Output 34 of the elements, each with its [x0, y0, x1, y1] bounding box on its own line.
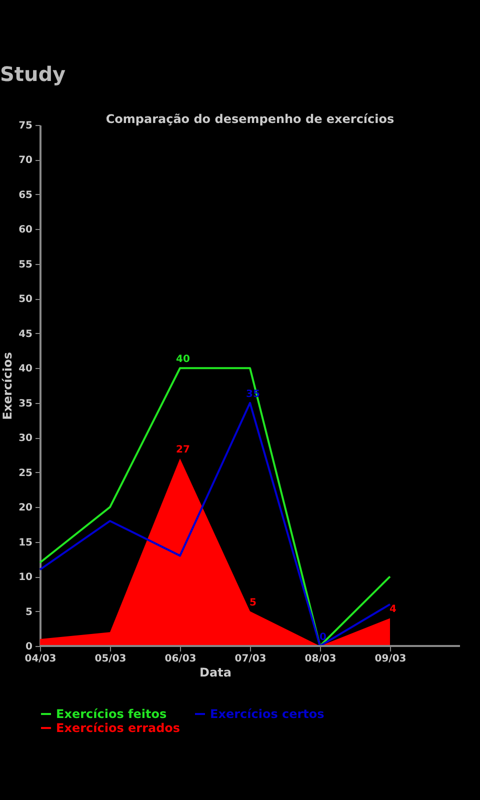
- y-tick-label: 50: [18, 294, 33, 306]
- y-tick-label: 5: [26, 606, 33, 618]
- y-tick-label: 55: [18, 259, 33, 270]
- data-label: 40: [176, 354, 190, 366]
- y-tick-label: 20: [18, 502, 33, 514]
- x-tick-label: 07/03: [234, 654, 266, 664]
- data-label: 27: [176, 444, 190, 456]
- x-tick-label: 08/03: [304, 654, 336, 664]
- y-tick-label: 60: [18, 224, 33, 236]
- x-tick-label: 04/03: [24, 654, 56, 664]
- x-tick-label: 09/03: [374, 654, 406, 664]
- y-tick-label: 10: [18, 572, 33, 584]
- chart-title: Comparação do desempenho de exercícios: [106, 112, 394, 126]
- text: Study: [0, 62, 66, 86]
- y-tick-label: 40: [18, 364, 33, 375]
- legend-label: Exercícios errados: [56, 721, 180, 735]
- y-tick-label: 70: [18, 155, 33, 166]
- y-tick-label: 25: [18, 468, 33, 479]
- x-axis-title: Data: [200, 666, 232, 680]
- data-label: 5: [250, 597, 257, 608]
- y-tick-label: 65: [18, 190, 33, 201]
- y-axis-title: Exercícios: [0, 352, 15, 420]
- x-tick-label: 05/03: [94, 654, 126, 664]
- data-label: 4: [390, 604, 397, 616]
- legend-label: Exercícios certos: [210, 707, 324, 721]
- y-tick-label: 45: [18, 328, 33, 340]
- x-tick-label: 06/03: [164, 654, 196, 664]
- legend-label: Exercícios feitos: [56, 707, 167, 721]
- data-label: 0: [320, 632, 327, 643]
- y-tick-label: 30: [18, 433, 33, 444]
- y-tick-label: 15: [18, 537, 33, 548]
- y-tick-label: 35: [18, 398, 33, 410]
- y-tick-label: 0: [26, 642, 33, 652]
- y-tick-label: 75: [18, 120, 33, 132]
